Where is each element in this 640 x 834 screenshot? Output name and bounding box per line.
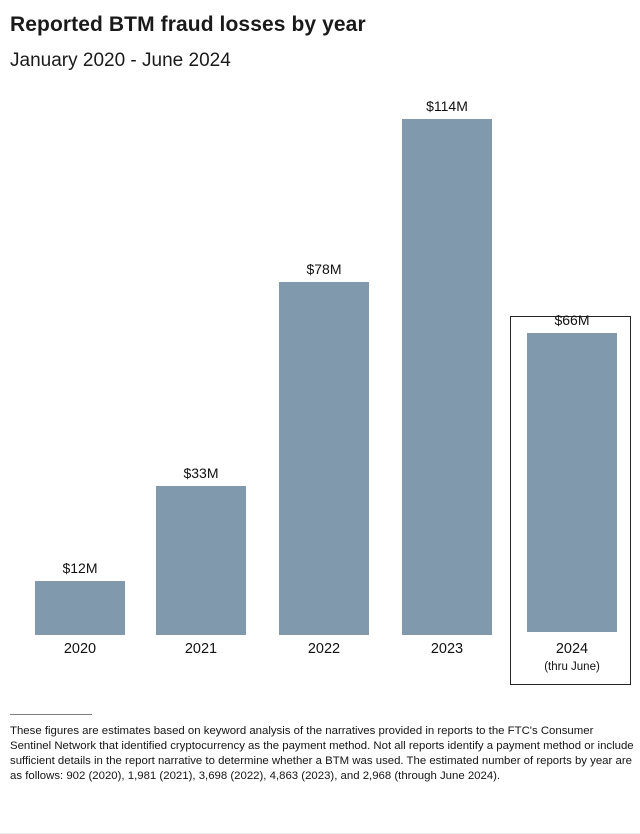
highlight-box-2024 — [510, 316, 631, 685]
bar-value-label-2024: $66M — [554, 312, 590, 328]
bar-2023 — [402, 119, 492, 635]
bar-2022 — [279, 282, 369, 635]
x-tick-label-2024: 2024 — [555, 641, 589, 657]
bar-2021 — [156, 486, 246, 635]
x-tick-label-2023: 2023 — [430, 641, 464, 657]
footnote-text: These figures are estimates based on key… — [10, 725, 634, 782]
bar-value-label-2021: $33M — [183, 465, 219, 481]
x-tick-label-2021: 2021 — [184, 641, 218, 657]
x-tick-sublabel-2024: (thru June) — [544, 661, 600, 673]
bar-2020 — [35, 581, 125, 635]
footnote-divider — [10, 714, 92, 715]
bar-value-label-2022: $78M — [306, 261, 342, 277]
bar-value-label-2023: $114M — [426, 98, 468, 114]
x-tick-label-2020: 2020 — [63, 641, 97, 657]
x-tick-label-2022: 2022 — [307, 641, 341, 657]
bar-value-label-2020: $12M — [62, 560, 98, 576]
chart-subtitle: January 2020 - June 2024 — [10, 50, 231, 71]
chart-title: Reported BTM fraud losses by year — [10, 13, 366, 36]
bar-2024 — [527, 333, 617, 632]
